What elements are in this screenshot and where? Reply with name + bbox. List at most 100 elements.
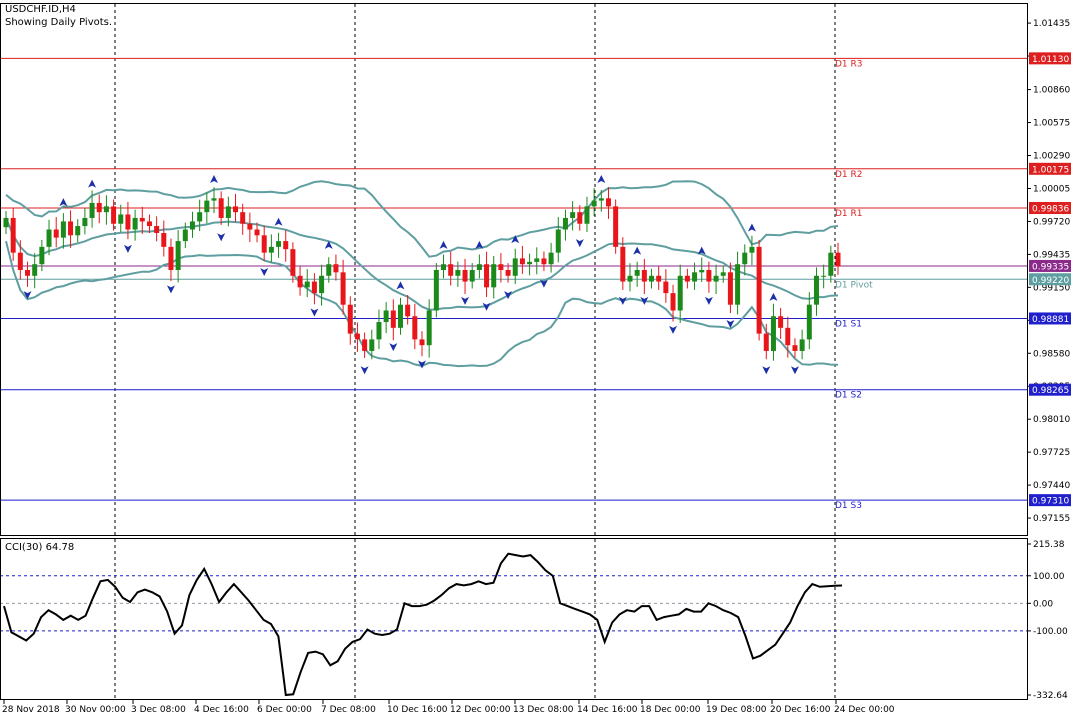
- candle-bear: [154, 226, 160, 233]
- candle-bear: [462, 270, 468, 282]
- candle-bull: [175, 241, 181, 270]
- candle-bear: [484, 264, 490, 288]
- candle-bear: [663, 281, 669, 294]
- candle-bull: [570, 212, 576, 218]
- candle-bull: [103, 206, 109, 213]
- candle-bull: [735, 264, 741, 305]
- candle-bull: [211, 198, 217, 201]
- pivot-price-box: [1029, 312, 1071, 325]
- candle-bull: [821, 275, 827, 277]
- candle-bull: [555, 229, 561, 253]
- pivot-label: D1 R2: [835, 170, 863, 180]
- candle-bull: [534, 258, 540, 262]
- candle-bull: [455, 270, 461, 276]
- candle-bear: [641, 270, 647, 282]
- candle-bear: [146, 221, 152, 227]
- price-panel-frame: [0, 3, 1028, 536]
- pivot-price-box: [1029, 52, 1071, 65]
- candle-bear: [670, 293, 676, 311]
- pivot-price-label: 0.98881: [1032, 315, 1069, 325]
- price-tick-label: 1.00860: [1033, 86, 1070, 96]
- candle-bear: [605, 198, 611, 207]
- candle-bear: [168, 246, 174, 270]
- candle-bull: [828, 252, 834, 276]
- candle-bull: [699, 270, 705, 273]
- candle-bull: [692, 272, 698, 282]
- fractal-down: [310, 308, 319, 317]
- price-tick-label: 0.97155: [1033, 514, 1070, 524]
- candle-bear: [756, 246, 762, 334]
- candle-bear: [297, 275, 303, 288]
- candle-bull: [304, 281, 310, 288]
- time-tick-label: 28 Nov 2018: [2, 705, 60, 715]
- fractal-down: [482, 302, 491, 311]
- candle-bear: [419, 339, 425, 346]
- pivot-price-box: [1029, 494, 1071, 507]
- candle-bear: [620, 246, 626, 282]
- pivot-label: D1 R1: [835, 209, 863, 219]
- candle-bear: [405, 304, 411, 317]
- price-tick-label: 1.00005: [1033, 184, 1070, 194]
- candle-bear: [233, 206, 239, 213]
- fractal-down: [260, 268, 269, 276]
- candle-bull: [584, 206, 590, 224]
- pivot-price-box: [1029, 162, 1071, 175]
- candle-bear: [541, 258, 547, 265]
- fractal-down: [575, 239, 584, 248]
- candle-bear: [362, 339, 368, 351]
- cci-tick-label: 100.00: [1033, 572, 1065, 582]
- pivot-levels: D1 R3 D1 R2 D1 R1 D1 Pivot D1 S1 D1 S2 D1 S3: [0, 57, 1027, 511]
- fractal-up: [511, 235, 520, 244]
- candle-bull: [713, 275, 719, 282]
- time-tick-label: 13 Dec 08:00: [513, 705, 574, 715]
- fractal-down: [389, 343, 398, 352]
- indicator-label: CCI(30) 64.78: [5, 542, 75, 553]
- candle-bull: [426, 310, 432, 346]
- candle-bull: [204, 200, 210, 213]
- candle-bear: [247, 223, 253, 230]
- candle-bull: [326, 264, 332, 276]
- candle-bear: [448, 264, 454, 276]
- candle-bear: [656, 275, 662, 282]
- fractal-down: [790, 366, 799, 375]
- time-tick-label: 3 Dec 08:00: [131, 705, 186, 715]
- candle-bull: [225, 206, 231, 218]
- candle-bear: [96, 202, 102, 213]
- candle-bear: [340, 272, 346, 305]
- candle-bull: [677, 275, 683, 311]
- candle-bear: [613, 206, 619, 247]
- fractal-up: [88, 179, 97, 188]
- pivot-label: D1 S2: [835, 391, 862, 401]
- fractal-up: [697, 246, 706, 255]
- candle-bull: [132, 217, 138, 230]
- candle-bull: [369, 339, 375, 351]
- fractal-down: [23, 291, 32, 300]
- price-tick-label: 0.99150: [1033, 283, 1070, 293]
- candle-bull: [491, 264, 497, 288]
- cci-tick-label: -100.00: [1033, 627, 1068, 637]
- price-tick-label: 0.98580: [1033, 349, 1070, 359]
- fractal-up: [747, 223, 756, 232]
- fractal-down: [618, 296, 627, 305]
- chart-subtitle: Showing Daily Pivots.: [5, 17, 113, 28]
- candle-bear: [354, 333, 360, 340]
- fractal-up: [274, 217, 283, 226]
- candle-bear: [333, 264, 339, 273]
- candle-bull: [383, 310, 389, 323]
- fractal-down: [123, 244, 132, 253]
- fractal-up: [633, 246, 642, 255]
- time-tick-label: 4 Dec 16:00: [194, 705, 249, 715]
- candle-bull: [512, 258, 518, 276]
- candle-bear: [347, 304, 353, 334]
- band-upper: [5, 180, 839, 258]
- fractal-up: [439, 240, 448, 249]
- candle-bull: [118, 214, 124, 224]
- pivot-price-label: 1.00175: [1032, 165, 1069, 175]
- candle-bear: [778, 316, 784, 328]
- candle-bull: [189, 221, 195, 230]
- fractal-up: [769, 292, 778, 301]
- fractal-up: [396, 281, 405, 290]
- price-tick-label: 1.00575: [1033, 119, 1070, 129]
- fractal-down: [669, 325, 678, 334]
